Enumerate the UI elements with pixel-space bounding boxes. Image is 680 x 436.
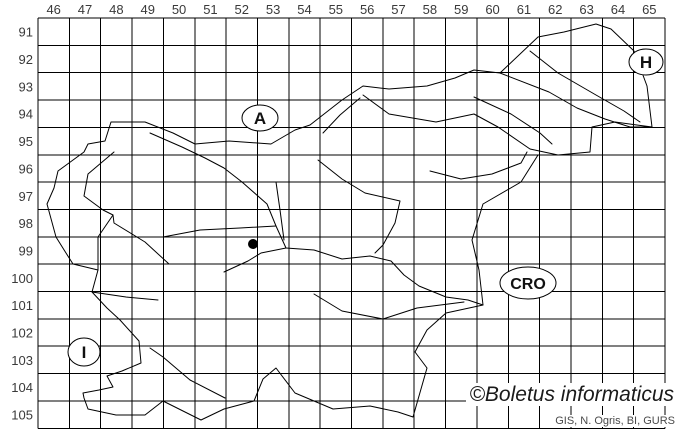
grid-row-label: 102 <box>11 326 33 341</box>
grid-row-label: 92 <box>19 52 33 67</box>
grid-col-label: 65 <box>642 2 656 17</box>
grid-row-label: 94 <box>19 107 33 122</box>
grid-col-label: 58 <box>423 2 437 17</box>
country-ellipse-italy <box>67 337 101 367</box>
grid-col-label: 50 <box>172 2 186 17</box>
grid-col-label: 47 <box>78 2 92 17</box>
grid-col-label: 52 <box>235 2 249 17</box>
grid-col-label: 51 <box>203 2 217 17</box>
river-sava <box>149 132 484 306</box>
river-kamniska-bistrica <box>275 181 285 241</box>
grid-row-label: 104 <box>11 380 33 395</box>
grid-row-label: 96 <box>19 161 33 176</box>
river-krka <box>313 293 465 320</box>
country-label-austria: A <box>254 109 266 128</box>
river-pesnica <box>473 96 553 145</box>
grid-col-label: 60 <box>485 2 499 17</box>
grid-col-label: 55 <box>329 2 343 17</box>
grid-col-label: 62 <box>548 2 562 17</box>
river-sora <box>162 225 277 238</box>
grid-row-label: 99 <box>19 243 33 258</box>
river-savinja <box>317 159 401 254</box>
grid-row-labels: 91 92 93 94 95 96 97 98 99 100 101 102 103 104 105 <box>11 25 33 423</box>
attribution-text: GIS, N. Ogris, BI, GURS <box>553 414 677 427</box>
country-label-italy: I <box>82 343 87 362</box>
grid-col-label: 54 <box>297 2 311 17</box>
country-label-hungary: H <box>640 53 652 72</box>
grid-col-label: 63 <box>579 2 593 17</box>
grid-row-label: 100 <box>11 271 33 286</box>
grid-col-label: 57 <box>391 2 405 17</box>
grid-col-label: 53 <box>266 2 280 17</box>
grid-col-label: 46 <box>46 2 60 17</box>
occurrence-points <box>248 239 258 249</box>
grid-col-label: 59 <box>454 2 468 17</box>
grid-row-label: 98 <box>19 216 33 231</box>
grid-col-label: 61 <box>517 2 531 17</box>
country-ellipse-croatia <box>499 266 557 300</box>
grid-column-labels: 46 47 48 49 50 51 52 53 54 55 56 57 58 59 60 61 62 63 64 65 <box>46 2 656 17</box>
country-label-croatia: CRO <box>510 276 546 293</box>
river-ljubljanica <box>223 247 287 273</box>
river-ledava <box>529 50 641 123</box>
grid-col-label: 48 <box>109 2 123 17</box>
river-vipava <box>91 291 159 301</box>
grid-col-label: 49 <box>140 2 154 17</box>
grid-row-label: 91 <box>19 25 33 40</box>
copyright-text: ©Boletus informaticus <box>466 382 677 406</box>
country-ellipse-hungary <box>628 48 664 76</box>
river-idrijca <box>112 214 170 265</box>
river-meza <box>322 97 361 134</box>
river-mura <box>499 72 653 128</box>
grid-row-label: 95 <box>19 134 33 149</box>
river-reka <box>149 347 226 399</box>
river-drava <box>362 94 559 156</box>
grid-col-label: 64 <box>611 2 625 17</box>
grid-row-label: 97 <box>19 189 33 204</box>
country-ellipse-austria <box>241 104 279 132</box>
grid-row-label: 101 <box>11 298 33 313</box>
river-soca <box>83 151 115 271</box>
grid-row-label: 105 <box>11 408 33 423</box>
river-dravinja <box>429 151 528 180</box>
grid-lines <box>37 17 666 429</box>
country-border <box>46 23 653 421</box>
occurrence-dot <box>248 239 258 249</box>
map-outline-and-rivers <box>46 23 653 421</box>
grid-row-label: 103 <box>11 353 33 368</box>
grid-row-label: 93 <box>19 79 33 94</box>
country-labels: A H CRO I <box>67 48 664 367</box>
grid-col-label: 56 <box>360 2 374 17</box>
